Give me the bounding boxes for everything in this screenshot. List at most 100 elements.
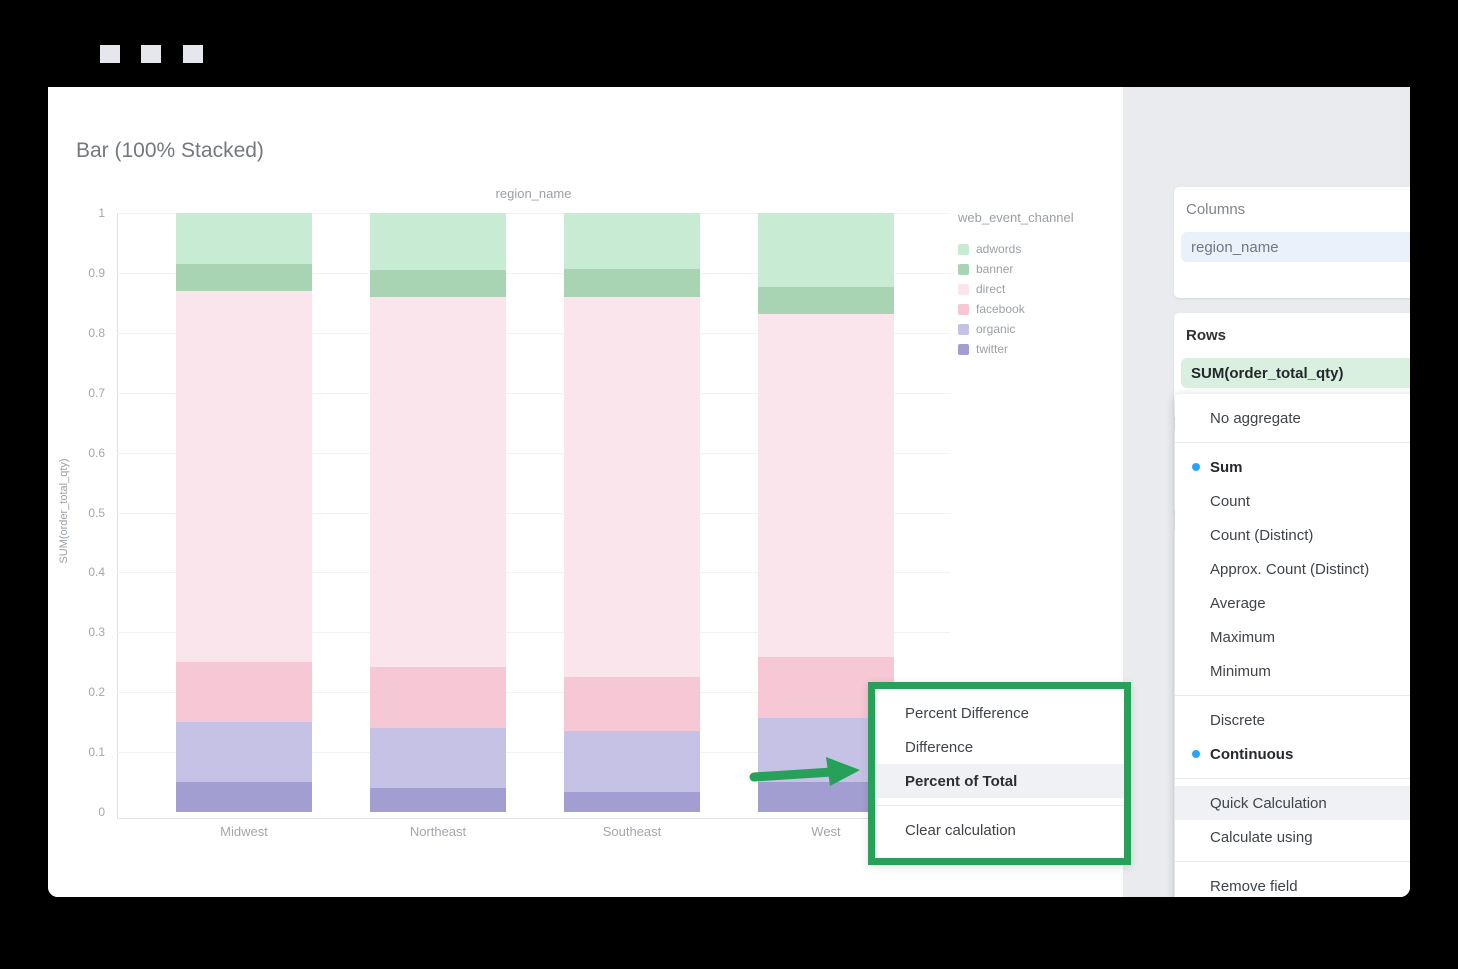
aggregate-menu-item-calculate-using[interactable]: Calculate using (1175, 820, 1410, 854)
bar-segment-adwords-northeast[interactable] (370, 213, 506, 270)
app-window: Bar (100% Stacked) region_name SUM(order… (48, 87, 1410, 897)
bar-segment-direct-northeast[interactable] (370, 296, 506, 668)
legend-item-banner[interactable]: banner (958, 259, 1118, 279)
legend-item-twitter[interactable]: twitter (958, 339, 1118, 359)
bar-southeast (564, 213, 700, 813)
aggregate-menu-item-label: Average (1210, 594, 1266, 612)
bar-segment-twitter-southeast[interactable] (564, 792, 700, 813)
bar-segment-twitter-northeast[interactable] (370, 788, 506, 813)
aggregate-menu-item-maximum[interactable]: Maximum (1175, 620, 1410, 654)
aggregate-dropdown-menu: No aggregate Sum Count Count (Distinct) Appr… (1175, 394, 1410, 897)
gridline (117, 752, 950, 754)
columns-card: Columns region_name (1174, 187, 1410, 298)
aggregate-menu-item-count[interactable]: Count (1175, 484, 1410, 518)
aggregate-menu-item-label: Sum (1210, 458, 1243, 476)
bar-segment-facebook-midwest[interactable] (176, 662, 312, 723)
window-control-square-1[interactable] (100, 45, 120, 63)
legend-label-banner: banner (976, 262, 1014, 276)
aggregate-menu-item-label: Approx. Count (Distinct) (1210, 560, 1370, 578)
legend-item-direct[interactable]: direct (958, 279, 1118, 299)
bar-segment-facebook-northeast[interactable] (370, 667, 506, 729)
bar-segment-twitter-midwest[interactable] (176, 782, 312, 813)
aggregate-menu-item-count-distinct[interactable]: Count (Distinct) (1175, 518, 1410, 552)
gridline (117, 452, 950, 454)
y-tick-label: 0.5 (88, 505, 105, 520)
window-control-square-3[interactable] (183, 45, 203, 63)
bar-segment-banner-northeast[interactable] (370, 269, 506, 297)
menu-divider (1175, 778, 1410, 779)
bar-segment-organic-northeast[interactable] (370, 728, 506, 789)
gridline (117, 392, 950, 394)
columns-field-value: region_name (1191, 238, 1279, 256)
y-tick-label: 0.2 (88, 685, 105, 700)
bar-segment-organic-midwest[interactable] (176, 722, 312, 783)
bar-segment-facebook-southeast[interactable] (564, 677, 700, 732)
bar-segment-direct-west[interactable] (758, 313, 894, 657)
bar-segment-adwords-southeast[interactable] (564, 213, 700, 270)
gridline (117, 632, 950, 634)
legend-swatch-organic (958, 323, 969, 335)
legend-swatch-banner (958, 263, 969, 275)
x-tick-label-west: West (811, 824, 841, 839)
menu-divider (1175, 695, 1410, 696)
legend-swatch-facebook (958, 303, 969, 315)
y-tick-label: 0.1 (88, 745, 105, 760)
columns-field-region-name[interactable]: region_name (1181, 232, 1410, 262)
quick-calc-item-label: Percent Difference (905, 704, 1029, 722)
quick-calculation-submenu: Percent Difference Difference Percent of T… (868, 682, 1131, 865)
bar-segment-direct-midwest[interactable] (176, 290, 312, 663)
aggregate-menu-item-approx-count-distinct[interactable]: Approx. Count (Distinct) (1175, 552, 1410, 586)
legend-swatch-adwords (958, 243, 969, 255)
quick-calc-item-clear-calculation[interactable]: Clear calculation (875, 813, 1124, 847)
aggregate-menu-item-average[interactable]: Average (1175, 586, 1410, 620)
plot-x-field-title: region_name (495, 186, 572, 201)
aggregate-menu-item-label: Calculate using (1210, 828, 1313, 846)
legend-item-facebook[interactable]: facebook (958, 299, 1118, 319)
gridline (117, 213, 950, 214)
aggregate-menu-item-minimum[interactable]: Minimum (1175, 654, 1410, 688)
legend-item-adwords[interactable]: adwords (958, 239, 1118, 259)
legend-label-adwords: adwords (976, 242, 1022, 256)
x-axis-line (117, 818, 950, 819)
aggregate-menu-item-remove-field[interactable]: Remove field (1175, 869, 1410, 897)
quick-calc-item-difference[interactable]: Difference (875, 730, 1124, 764)
aggregate-menu-item-quick-calculation[interactable]: Quick Calculation (1175, 786, 1410, 820)
y-tick-label: 0.6 (88, 445, 105, 460)
aggregate-menu-item-continuous[interactable]: Continuous (1175, 737, 1410, 771)
legend-title: web_event_channel (958, 210, 1074, 225)
window-control-square-2[interactable] (141, 45, 161, 63)
y-tick-label: 0.8 (88, 325, 105, 340)
aggregate-menu-item-label: Quick Calculation (1210, 794, 1327, 812)
quick-calc-item-label: Clear calculation (905, 821, 1016, 839)
aggregate-menu-item-sum[interactable]: Sum (1175, 450, 1410, 484)
gridline (117, 512, 950, 514)
bar-segment-banner-midwest[interactable] (176, 263, 312, 291)
legend-item-organic[interactable]: organic (958, 319, 1118, 339)
chart-title: Bar (100% Stacked) (76, 139, 264, 162)
selected-dot-icon (1192, 750, 1200, 758)
quick-calc-item-label: Percent of Total (905, 772, 1018, 790)
y-tick-label: 0.4 (88, 565, 105, 580)
aggregate-menu-item-label: Continuous (1210, 745, 1294, 763)
y-axis-ticks: 0 0.1 0.2 0.3 0.4 0.5 0.6 0.7 0.8 0.9 1 (48, 206, 105, 819)
bar-segment-banner-west[interactable] (758, 287, 894, 314)
bar-segment-organic-southeast[interactable] (564, 731, 700, 793)
bar-segment-adwords-west[interactable] (758, 213, 894, 288)
y-axis-line (117, 213, 118, 819)
bar-segment-adwords-midwest[interactable] (176, 213, 312, 264)
aggregate-menu-group: Quick Calculation Calculate using (1175, 779, 1410, 861)
aggregate-menu-group: Remove field (1175, 862, 1410, 897)
gridline (117, 692, 950, 694)
y-tick-label: 0.9 (88, 265, 105, 280)
rows-field-sum-order-total-qty[interactable]: SUM(order_total_qty) (1181, 358, 1410, 388)
quick-calc-item-percent-of-total[interactable]: Percent of Total (875, 764, 1124, 798)
bar-segment-direct-southeast[interactable] (564, 296, 700, 678)
aggregate-menu-item-no-aggregate[interactable]: No aggregate (1175, 401, 1410, 435)
aggregate-menu-item-discrete[interactable]: Discrete (1175, 703, 1410, 737)
legend-label-twitter: twitter (976, 342, 1009, 356)
quick-calc-item-percent-difference[interactable]: Percent Difference (875, 696, 1124, 730)
bar-segment-banner-southeast[interactable] (564, 269, 700, 297)
bar-northeast (370, 213, 506, 813)
x-tick-label-southeast: Southeast (602, 824, 662, 839)
